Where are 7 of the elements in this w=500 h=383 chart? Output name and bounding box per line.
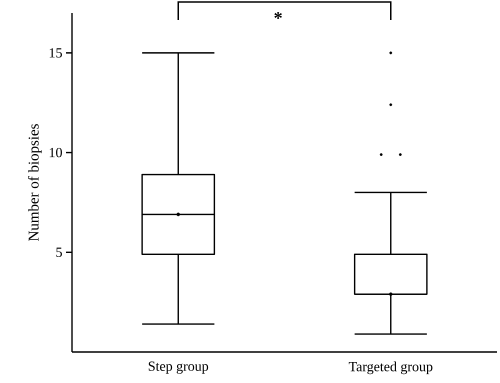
x-tick-label: Step group bbox=[148, 362, 208, 374]
annotation: * bbox=[274, 12, 282, 19]
y-tick-label: 5 bbox=[56, 248, 62, 257]
x-tick-label: Targeted group bbox=[348, 362, 432, 374]
y-tick-label: 10 bbox=[50, 148, 62, 158]
y-axis-title: Number of biopsies bbox=[28, 124, 42, 241]
y-tick-label: 15 bbox=[50, 48, 62, 58]
